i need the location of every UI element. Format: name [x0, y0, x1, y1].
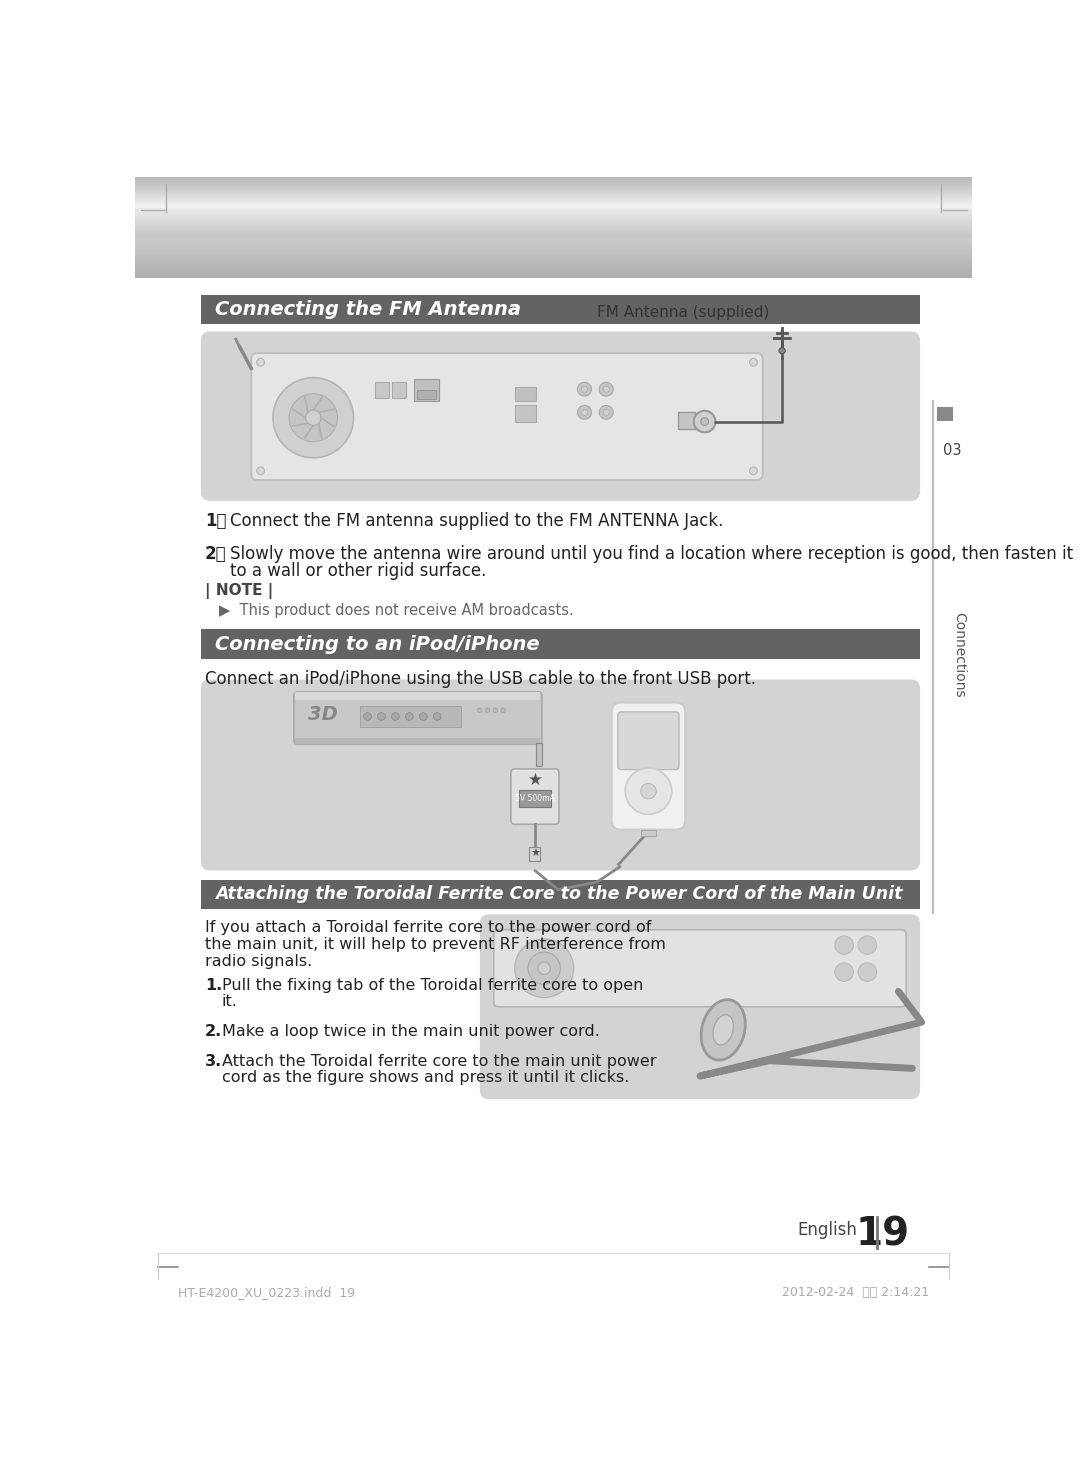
Circle shape [289, 393, 337, 442]
Circle shape [528, 952, 561, 985]
Circle shape [419, 713, 428, 720]
Ellipse shape [701, 1000, 745, 1060]
Circle shape [538, 963, 551, 975]
Text: Connect the FM antenna supplied to the FM ANTENNA Jack.: Connect the FM antenna supplied to the F… [230, 512, 723, 531]
Text: HT-E4200_XU_0223.indd  19: HT-E4200_XU_0223.indd 19 [177, 1287, 354, 1299]
Text: 3D: 3D [309, 704, 338, 723]
Circle shape [485, 708, 490, 713]
FancyBboxPatch shape [252, 353, 762, 481]
Circle shape [578, 382, 592, 396]
Text: Slowly move the antenna wire around until you find a location where reception is: Slowly move the antenna wire around unti… [230, 544, 1072, 563]
Circle shape [625, 768, 672, 815]
Text: it.: it. [221, 994, 238, 1009]
Text: 2.: 2. [205, 1023, 222, 1038]
FancyBboxPatch shape [294, 692, 542, 744]
Circle shape [392, 713, 400, 720]
Text: Make a loop twice in the main unit power cord.: Make a loop twice in the main unit power… [221, 1023, 599, 1038]
Text: Attaching the Toroidal Ferrite Core to the Power Cord of the Main Unit: Attaching the Toroidal Ferrite Core to t… [215, 886, 902, 904]
Circle shape [859, 963, 877, 982]
Circle shape [306, 410, 321, 426]
Bar [296, 738, 540, 744]
Circle shape [603, 410, 609, 416]
Circle shape [494, 708, 498, 713]
Text: | NOTE |: | NOTE | [205, 583, 273, 599]
Text: 1．: 1． [205, 512, 226, 531]
FancyBboxPatch shape [494, 930, 906, 1007]
Bar [677, 413, 694, 429]
Text: 03: 03 [943, 444, 962, 458]
Circle shape [364, 713, 372, 720]
Text: to a wall or other rigid surface.: to a wall or other rigid surface. [230, 562, 486, 580]
Circle shape [581, 386, 588, 392]
Circle shape [477, 708, 482, 713]
Text: ★: ★ [530, 849, 540, 859]
Bar [375, 382, 389, 398]
Circle shape [515, 939, 573, 997]
Text: 19: 19 [855, 1216, 909, 1253]
Circle shape [693, 411, 715, 432]
FancyBboxPatch shape [201, 331, 920, 501]
Circle shape [640, 784, 657, 799]
Ellipse shape [713, 1015, 733, 1046]
Circle shape [581, 410, 588, 416]
Circle shape [273, 377, 353, 458]
Circle shape [599, 382, 613, 396]
Circle shape [835, 963, 853, 982]
Bar [536, 742, 542, 766]
Text: Connections: Connections [951, 612, 966, 698]
Bar [518, 790, 551, 808]
Text: Pull the fixing tab of the Toroidal ferrite core to open: Pull the fixing tab of the Toroidal ferr… [221, 978, 644, 992]
Circle shape [603, 386, 609, 392]
Bar [360, 705, 460, 728]
Text: 3.: 3. [205, 1053, 222, 1069]
Text: ★: ★ [527, 771, 542, 788]
Circle shape [835, 936, 853, 954]
Circle shape [257, 358, 265, 367]
Circle shape [257, 467, 265, 475]
FancyBboxPatch shape [201, 679, 920, 871]
Bar [201, 880, 920, 910]
Circle shape [599, 405, 613, 419]
Circle shape [501, 708, 505, 713]
Text: ▶  This product does not receive AM broadcasts.: ▶ This product does not receive AM broad… [218, 603, 573, 618]
Bar [640, 830, 657, 836]
Text: the main unit, it will help to prevent RF interference from: the main unit, it will help to prevent R… [205, 936, 665, 951]
FancyBboxPatch shape [480, 914, 920, 1099]
Bar [515, 387, 537, 401]
Text: Connect an iPod/iPhone using the USB cable to the front USB port.: Connect an iPod/iPhone using the USB cab… [205, 670, 756, 688]
Bar [417, 390, 435, 399]
Text: Attach the Toroidal ferrite core to the main unit power: Attach the Toroidal ferrite core to the … [221, 1053, 657, 1069]
Circle shape [433, 713, 441, 720]
Circle shape [405, 713, 414, 720]
Bar [201, 294, 920, 324]
FancyBboxPatch shape [511, 769, 559, 824]
Bar [201, 630, 920, 658]
Circle shape [779, 348, 785, 353]
Text: 5V 500mA: 5V 500mA [515, 794, 555, 803]
Text: English: English [798, 1220, 858, 1239]
Bar [515, 405, 537, 422]
Bar [296, 692, 540, 700]
Bar [392, 382, 406, 398]
Text: 1.: 1. [205, 978, 222, 992]
Bar [414, 379, 438, 401]
FancyBboxPatch shape [611, 703, 685, 830]
Text: Connecting to an iPod/iPhone: Connecting to an iPod/iPhone [215, 634, 539, 654]
Bar [937, 407, 953, 422]
Circle shape [750, 358, 757, 367]
Bar [529, 847, 540, 861]
Circle shape [750, 467, 757, 475]
Text: Connecting the FM Antenna: Connecting the FM Antenna [215, 300, 521, 318]
Circle shape [859, 936, 877, 954]
Text: cord as the figure shows and press it until it clicks.: cord as the figure shows and press it un… [221, 1069, 630, 1086]
Text: FM Antenna (supplied): FM Antenna (supplied) [597, 305, 770, 319]
Text: 2012-02-24  오전 2:14:21: 2012-02-24 오전 2:14:21 [782, 1287, 930, 1299]
Text: If you attach a Toroidal ferrite core to the power cord of: If you attach a Toroidal ferrite core to… [205, 920, 651, 935]
Text: 2．: 2． [205, 544, 227, 563]
Text: radio signals.: radio signals. [205, 954, 312, 969]
FancyBboxPatch shape [618, 711, 679, 769]
Circle shape [378, 713, 386, 720]
Circle shape [578, 405, 592, 419]
Circle shape [701, 417, 708, 426]
